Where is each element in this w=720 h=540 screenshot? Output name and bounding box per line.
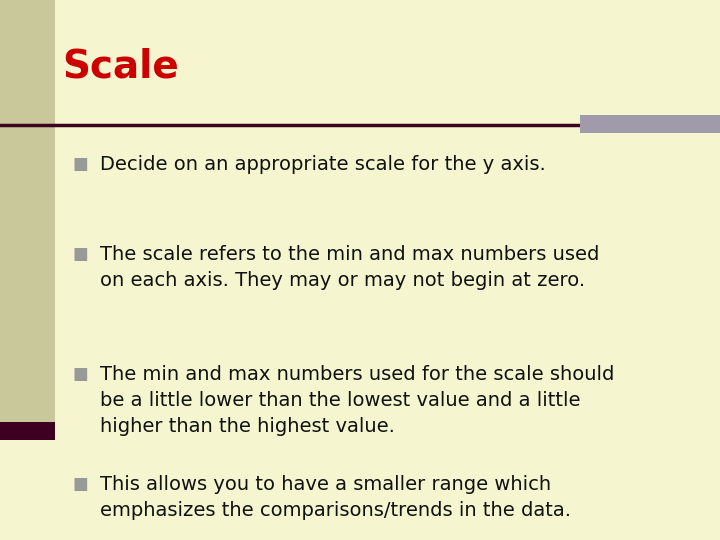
Text: Decide on an appropriate scale for the y axis.: Decide on an appropriate scale for the y… (100, 155, 546, 174)
Bar (0, 422, 55, 440)
Text: ■: ■ (72, 155, 88, 173)
Text: The min and max numbers used for the scale should
be a little lower than the low: The min and max numbers used for the sca… (100, 365, 614, 435)
Text: ■: ■ (72, 365, 88, 383)
Text: Scale: Scale (62, 47, 179, 85)
Text: The scale refers to the min and max numbers used
on each axis. They may or may n: The scale refers to the min and max numb… (100, 245, 599, 290)
Bar (580, 115, 720, 133)
Text: ■: ■ (72, 475, 88, 493)
Text: ■: ■ (72, 245, 88, 263)
Bar (0, 0, 55, 440)
Text: This allows you to have a smaller range which
emphasizes the comparisons/trends : This allows you to have a smaller range … (100, 475, 571, 519)
